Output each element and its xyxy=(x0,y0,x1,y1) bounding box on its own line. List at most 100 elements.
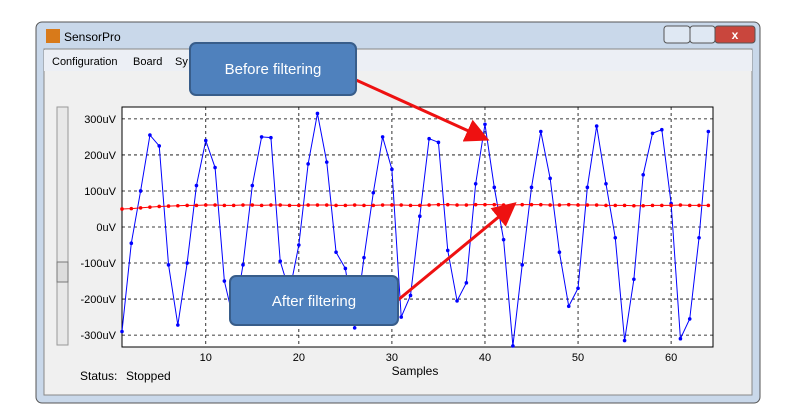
data-point xyxy=(632,203,636,208)
data-point xyxy=(445,202,450,207)
data-point xyxy=(250,203,255,207)
y-tick-label: 0uV xyxy=(96,222,116,234)
data-point xyxy=(194,183,199,188)
data-point xyxy=(427,136,431,141)
data-point xyxy=(185,203,189,208)
data-point xyxy=(632,277,636,282)
data-point xyxy=(576,286,580,291)
data-point xyxy=(380,203,385,207)
data-point xyxy=(483,122,487,127)
data-point xyxy=(585,203,590,207)
data-point xyxy=(148,205,152,209)
data-point xyxy=(492,202,497,207)
data-point xyxy=(427,203,431,207)
data-point xyxy=(576,203,580,207)
data-point xyxy=(473,202,478,207)
x-tick-label: 10 xyxy=(200,352,212,364)
y-tick-label: -300uV xyxy=(81,330,117,342)
y-tick-label: -200uV xyxy=(81,294,117,306)
data-point xyxy=(436,140,441,145)
data-point xyxy=(566,304,571,309)
data-point xyxy=(697,236,701,240)
data-point xyxy=(371,190,376,195)
data-point xyxy=(166,263,171,267)
data-point xyxy=(594,124,599,128)
data-point xyxy=(566,202,571,207)
data-point xyxy=(194,203,199,208)
data-point xyxy=(445,248,450,253)
data-point xyxy=(706,129,711,134)
data-point xyxy=(464,203,469,207)
data-point xyxy=(213,203,217,207)
data-point xyxy=(687,317,692,321)
data-point xyxy=(539,129,543,134)
series-line xyxy=(121,204,709,210)
data-point xyxy=(250,183,255,188)
data-point xyxy=(213,165,217,170)
data-point xyxy=(399,203,404,207)
data-point xyxy=(129,241,134,246)
data-point xyxy=(231,203,236,208)
app-icon xyxy=(46,29,60,43)
data-point xyxy=(455,203,459,207)
data-point xyxy=(343,266,348,271)
data-point xyxy=(241,263,245,267)
data-point xyxy=(315,203,320,207)
y-tick-label: 300uV xyxy=(84,114,116,126)
menu-item[interactable]: Configuration xyxy=(52,56,117,68)
data-point xyxy=(203,138,208,143)
data-point xyxy=(650,131,655,136)
minimize-button[interactable] xyxy=(663,25,691,44)
menu-item[interactable]: Board xyxy=(133,56,162,68)
x-tick-label: 60 xyxy=(665,352,677,364)
callout-text: After filtering xyxy=(272,293,356,310)
data-point xyxy=(613,203,618,208)
data-point xyxy=(222,203,227,208)
data-point xyxy=(241,203,245,207)
data-point xyxy=(390,203,394,207)
data-point xyxy=(362,255,366,260)
data-point xyxy=(380,135,385,139)
data-point xyxy=(278,259,283,264)
slider-thumb[interactable] xyxy=(56,261,69,283)
data-point xyxy=(464,281,469,285)
y-tick-label: 200uV xyxy=(84,150,116,162)
data-point xyxy=(511,344,515,348)
window-title: SensorPro xyxy=(64,30,121,44)
data-point xyxy=(678,203,683,207)
data-point xyxy=(706,203,711,208)
data-point xyxy=(501,203,506,207)
maximize-button[interactable] xyxy=(689,25,716,44)
data-point xyxy=(185,261,189,265)
data-point xyxy=(529,202,534,207)
slider-track[interactable] xyxy=(56,106,69,346)
close-button[interactable] xyxy=(714,25,756,44)
arrow xyxy=(397,202,517,302)
data-point xyxy=(334,203,338,208)
data-point xyxy=(120,329,124,334)
data-point xyxy=(548,203,552,207)
data-point xyxy=(641,172,645,177)
data-point xyxy=(306,203,310,207)
data-point xyxy=(148,133,152,137)
data-point xyxy=(660,203,664,208)
data-point xyxy=(297,203,301,208)
data-point xyxy=(641,203,645,208)
data-point xyxy=(622,338,627,343)
data-point xyxy=(473,181,478,186)
data-point xyxy=(315,111,320,116)
data-point xyxy=(269,203,273,207)
menu-item[interactable]: Sy xyxy=(175,56,188,68)
data-point xyxy=(594,203,599,207)
data-point xyxy=(408,203,413,208)
callout-text: Before filtering xyxy=(225,61,322,78)
data-point xyxy=(259,203,264,208)
data-point xyxy=(418,203,422,208)
data-point xyxy=(557,203,562,207)
data-point xyxy=(306,162,310,166)
data-point xyxy=(650,203,655,208)
status-value: Stopped xyxy=(126,369,171,383)
data-point xyxy=(390,167,394,172)
data-point xyxy=(343,203,348,208)
